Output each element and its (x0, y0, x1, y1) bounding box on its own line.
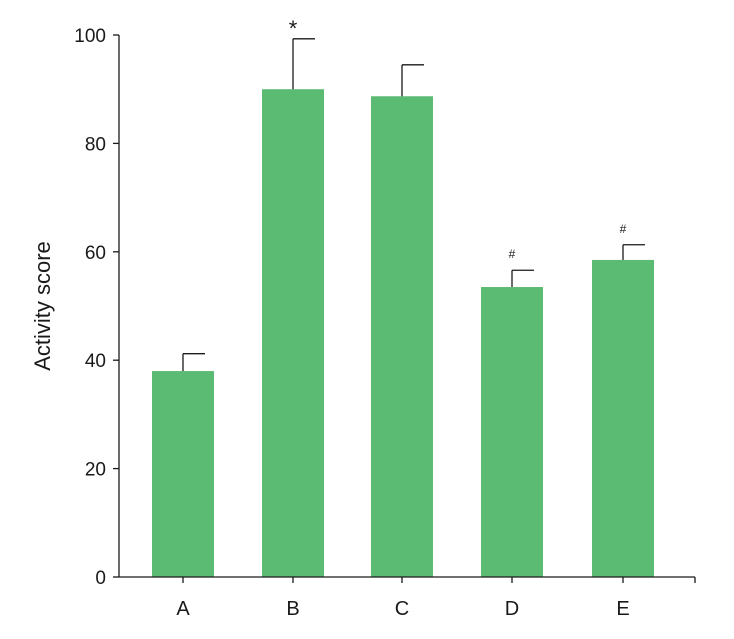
y-tick-label-40: 40 (85, 351, 106, 372)
y-tick-label-60: 60 (85, 243, 106, 264)
significance-marker-d: # (509, 247, 516, 261)
x-tick-label-a: A (176, 598, 190, 620)
x-tick-label-b: B (286, 598, 299, 620)
x-tick-label-c: C (395, 598, 409, 620)
bar-b (262, 89, 324, 577)
significance-marker-e: # (620, 222, 627, 236)
y-tick-label-80: 80 (85, 134, 106, 155)
bar-c (371, 96, 433, 577)
y-tick-label-100: 100 (74, 26, 106, 47)
x-tick-label-e: E (616, 598, 629, 620)
x-tick-label-d: D (505, 598, 519, 620)
y-axis-title: Activity score (30, 241, 55, 371)
bar-e (592, 259, 654, 577)
y-tick-label-0: 0 (95, 568, 106, 589)
significance-marker-b: * (289, 16, 298, 41)
bar-a (152, 371, 214, 577)
bar-d (481, 287, 543, 577)
y-tick-label-20: 20 (85, 460, 106, 481)
